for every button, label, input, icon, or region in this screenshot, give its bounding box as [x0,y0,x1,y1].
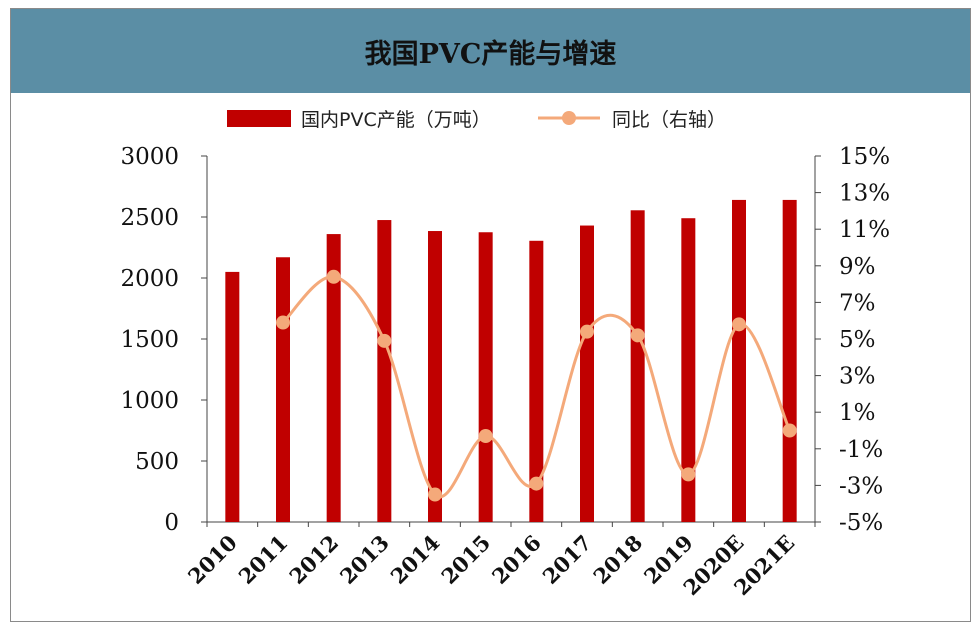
legend-bar-label: 国内PVC产能（万吨） [301,109,491,131]
x-tick-label: 2011 [234,530,293,589]
left-tick-label: 500 [135,449,179,475]
left-tick-label: 1500 [120,327,179,353]
legend-bar-swatch [227,110,291,127]
yoy-point [529,476,544,491]
bar [630,210,645,523]
right-tick-label: 5% [839,327,876,353]
left-tick-label: 2500 [120,205,179,231]
left-tick-label: 0 [164,510,179,536]
bar [732,199,746,523]
x-tick-label: 2012 [284,530,343,589]
bar [681,218,696,522]
bar [225,271,240,522]
yoy-point [681,467,696,482]
yoy-point [580,324,594,339]
bar [276,257,290,522]
bar [782,199,797,523]
yoy-point [326,269,341,284]
x-tick-label: 2015 [436,530,495,589]
x-tick-label: 2016 [487,530,546,589]
bar [326,234,341,522]
yoy-point [377,333,392,348]
yoy-point [782,423,797,438]
right-tick-label: -5% [839,510,883,536]
x-tick-label: 2018 [588,530,647,589]
bar [377,220,392,523]
bar [428,231,442,522]
right-tick-label: 7% [839,290,876,316]
x-tick-label: 2010 [183,530,242,589]
right-tick-label: 11% [839,217,890,243]
right-tick-label: 3% [839,364,876,390]
left-tick-label: 2000 [120,266,179,292]
legend-line-label: 同比（右轴） [612,109,726,131]
x-tick-label: 2014 [386,530,445,589]
right-tick-label: -3% [839,473,883,499]
bar [529,240,544,523]
right-tick-label: 15% [839,144,890,170]
chart-title: 我国PVC产能与增速 [364,38,617,70]
right-tick-label: 1% [839,400,876,426]
right-tick-label: 9% [839,254,876,280]
x-tick-label: 2017 [538,530,597,589]
yoy-point [276,315,290,330]
yoy-point [630,328,645,343]
title-bar: 我国PVC产能与增速 [11,9,970,93]
bar [580,225,594,523]
left-tick-label: 1000 [120,388,179,414]
right-tick-label: 13% [839,181,890,207]
x-tick-label: 2013 [335,530,394,589]
left-tick-label: 3000 [120,144,179,170]
yoy-point [478,428,493,443]
right-tick-label: -1% [839,437,883,463]
yoy-point [732,317,746,332]
bar [478,232,493,522]
yoy-point [428,487,442,502]
legend-line-marker [562,111,576,125]
